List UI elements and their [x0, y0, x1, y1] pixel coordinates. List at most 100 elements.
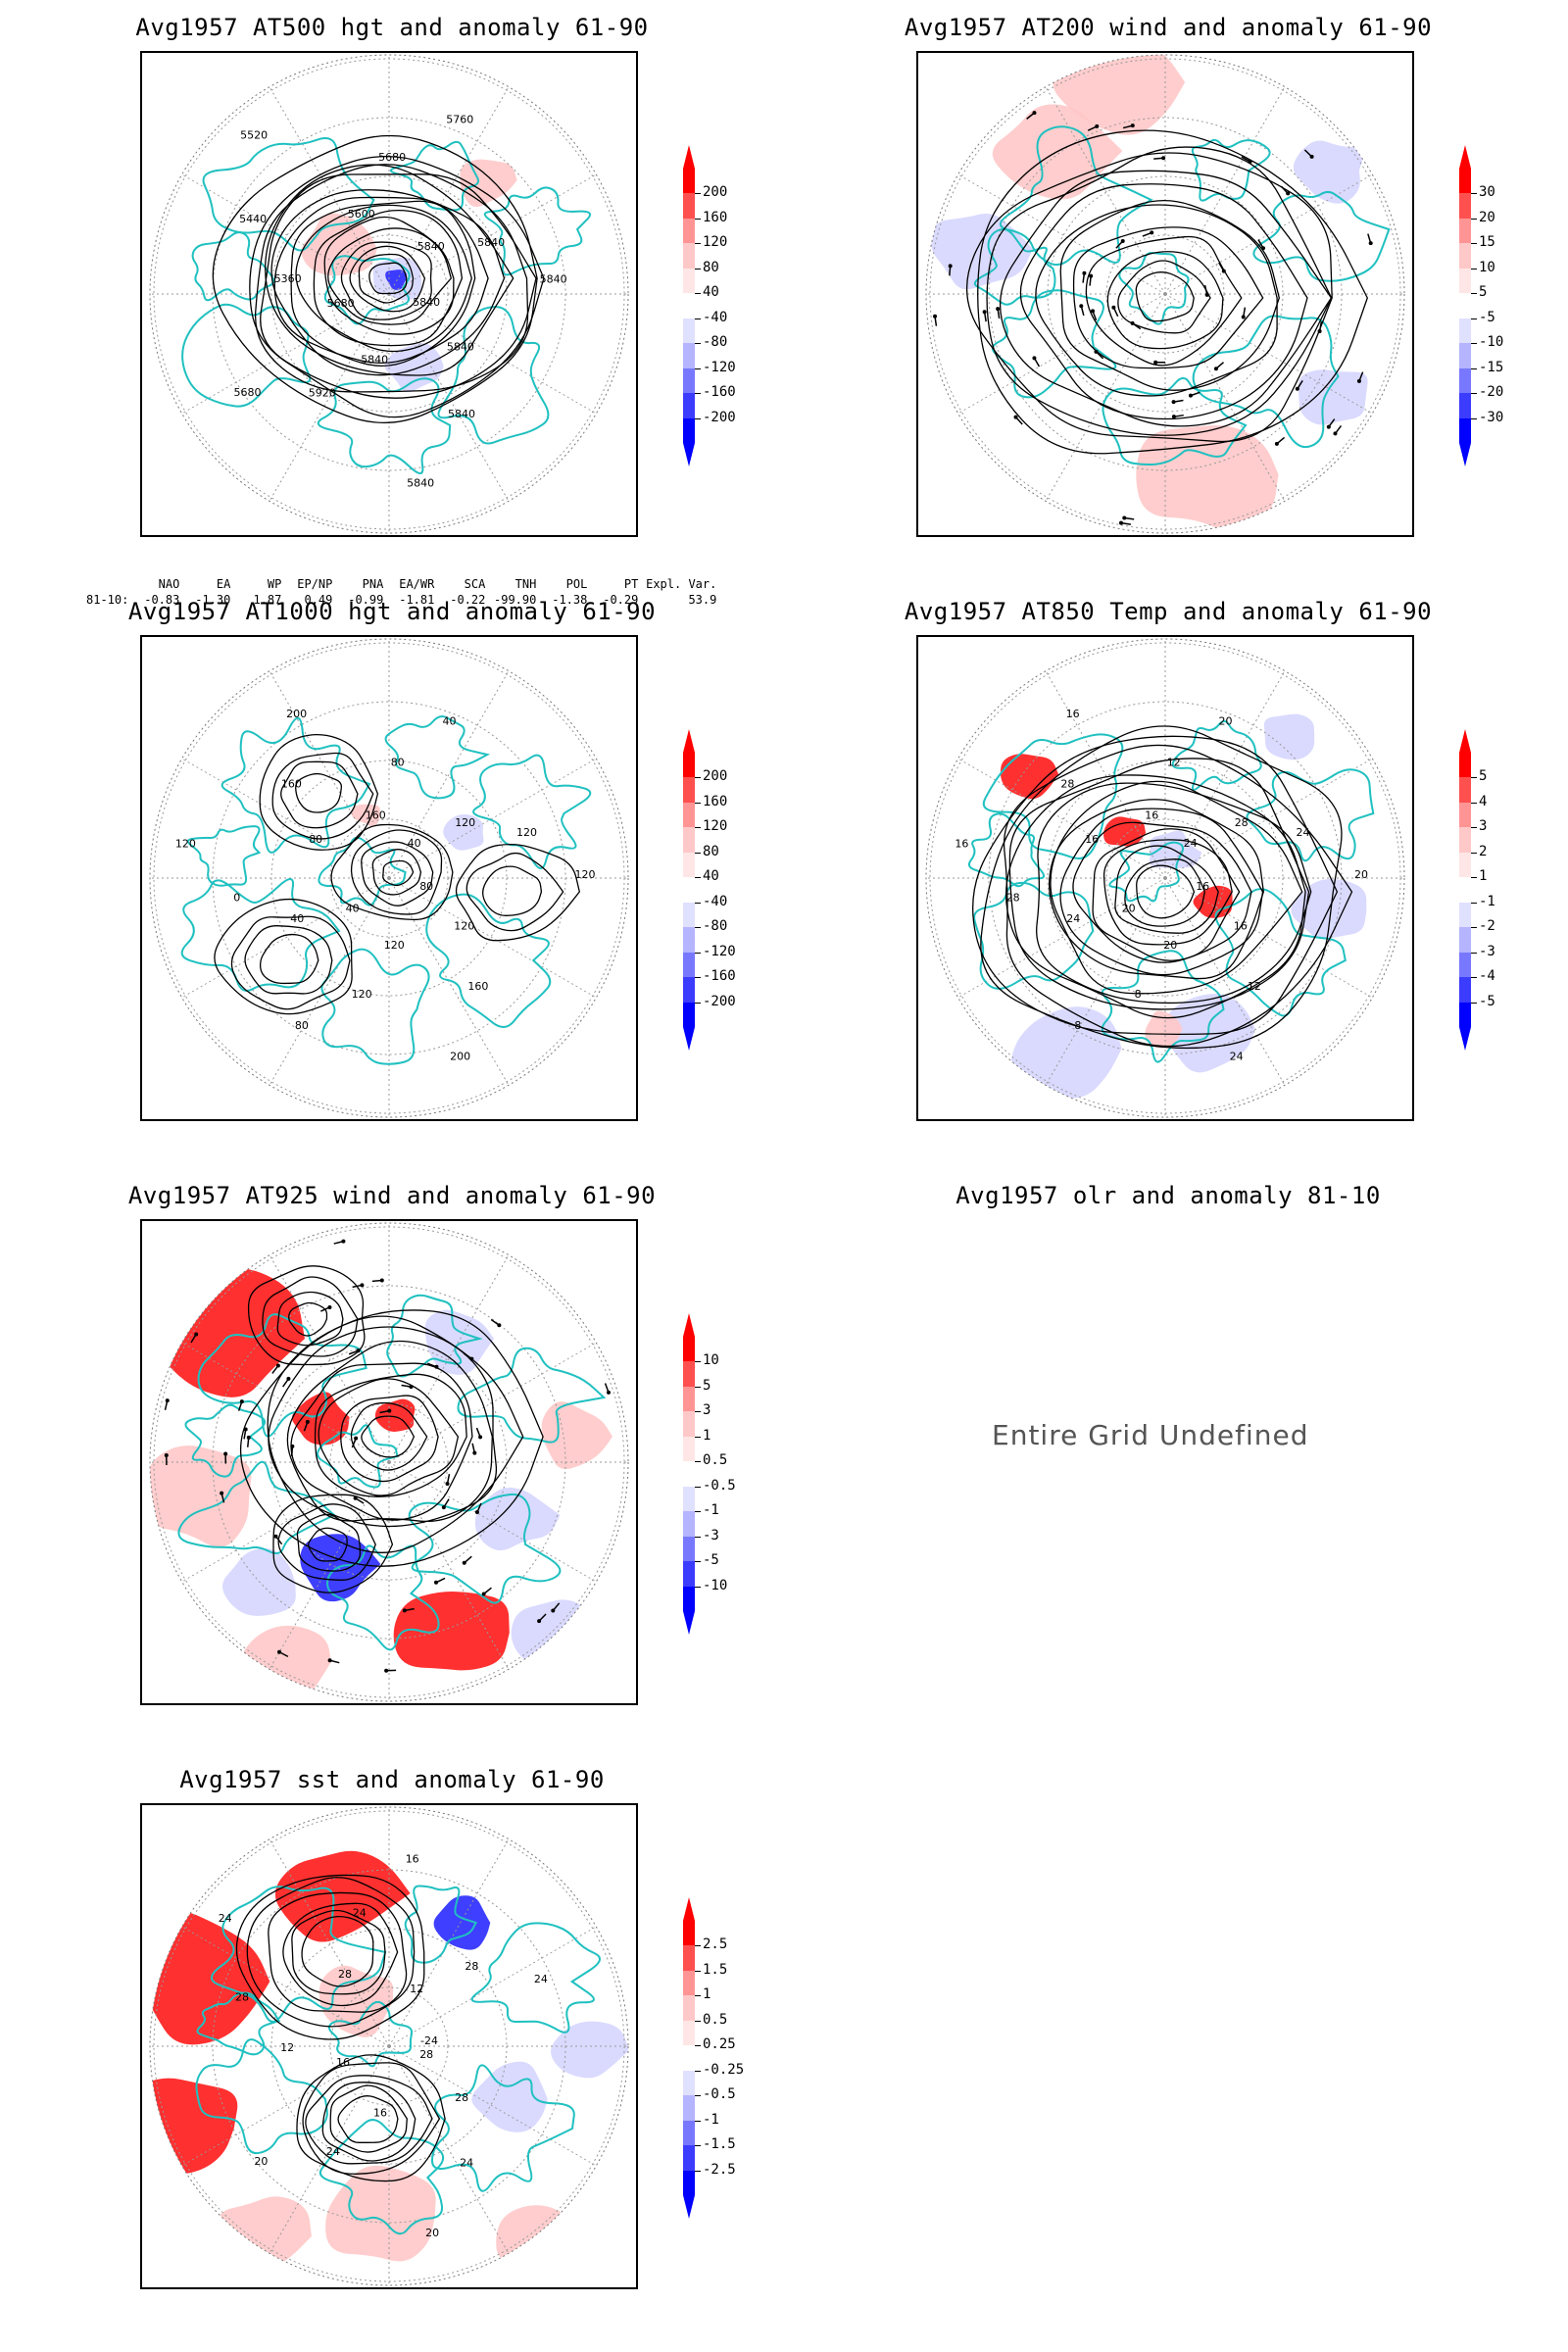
contour-label: 12 [280, 2041, 294, 2054]
colorbar-segment [683, 827, 695, 854]
map-svg-p3: 80 120 160 200 120 120 80 40 40 0 120 80 160 200 160 80… [149, 638, 629, 1118]
coastline [327, 2000, 414, 2068]
colorbar-tick [695, 318, 701, 319]
wind-arrowhead [1153, 360, 1158, 365]
contour-line [371, 849, 422, 896]
colorbar-p3: 200 160 120 80 40 -40 -80 -120 -160 -200 [683, 729, 736, 1051]
coastline [1214, 888, 1347, 1017]
colorbar-tick [1471, 293, 1477, 295]
coastline [1191, 138, 1271, 202]
contour-line [358, 253, 415, 304]
coastline [483, 186, 591, 276]
contour-label: 120 [575, 868, 596, 881]
colorbar-tick [695, 1361, 701, 1363]
contour-label: 120 [384, 939, 405, 952]
colorbar-segment [683, 417, 695, 444]
colorbar-min-arrow [683, 1027, 695, 1051]
contour-line [295, 772, 343, 813]
contour-line [337, 2095, 399, 2143]
meridian-line [926, 730, 1166, 879]
wind-arrowhead [497, 1323, 502, 1328]
wind-arrowhead [1213, 367, 1218, 371]
index-value: -1.38 [552, 593, 588, 607]
contour-line [323, 216, 455, 335]
colorbar-segment [683, 952, 695, 978]
wind-arrowhead [305, 1419, 310, 1424]
wind-arrowhead [1150, 230, 1154, 235]
contour-line [349, 245, 426, 313]
contour-line [1036, 782, 1312, 1004]
colorbar-tick [695, 1486, 701, 1488]
panel-title-p2: Avg1957 AT200 wind and anomaly 61-90 [904, 14, 1433, 41]
contour-line [340, 1395, 439, 1483]
colorbar-label: 1 [703, 1427, 711, 1444]
colorbar-segment [683, 1361, 695, 1388]
wind-arrowhead [1261, 246, 1266, 251]
contour-line [282, 1902, 399, 2007]
contour-line [321, 2082, 416, 2162]
colorbar-label: -160 [703, 384, 736, 401]
coastline [196, 1991, 281, 2056]
contour-line [262, 1276, 359, 1357]
wind-arrowhead [434, 1580, 439, 1585]
colorbar-segment [683, 1921, 695, 1946]
contour-line [276, 1291, 344, 1347]
wind-arrowhead [1091, 309, 1096, 314]
colorbar-tick [695, 1945, 701, 1947]
contour-label: 120 [175, 838, 196, 851]
wind-arrowhead [1204, 292, 1209, 297]
colorbar-tick [695, 1561, 701, 1563]
colorbar-tick [695, 393, 701, 395]
contour-line [1135, 271, 1195, 322]
coastline [184, 1403, 267, 1478]
colorbar-segment [1459, 318, 1471, 344]
wind-arrowhead [387, 1408, 392, 1413]
contour-label: 120 [454, 920, 474, 933]
colorbar-segment [1459, 368, 1471, 394]
colorbar-tick [695, 1436, 701, 1438]
colorbar-segment [1459, 393, 1471, 419]
colorbar-tick [695, 927, 701, 929]
wind-arrowhead [1286, 191, 1291, 196]
index-value: -0.83 [144, 593, 180, 607]
colorbar-segment [1459, 169, 1471, 194]
indices-header-row: NAO EA WP EP/NP PNA EA/WR SCA TNH POL PT… [86, 576, 717, 592]
colorbar-p4: 5 4 3 2 1 -1 -2 -3 -4 -5 [1459, 729, 1495, 1051]
contour-line [1072, 226, 1264, 369]
colorbar-segment [1459, 802, 1471, 828]
wind-arrowhead [1082, 270, 1087, 275]
anomaly-shading [1103, 816, 1147, 847]
contour-line [214, 898, 353, 1015]
colorbar-segment [683, 1586, 695, 1612]
colorbar-segment [683, 1002, 695, 1028]
colorbar-label: -10 [703, 1577, 728, 1593]
colorbar-label: -1.5 [703, 2136, 736, 2153]
anomaly-shading [150, 1911, 270, 2045]
colorbar-label: 15 [1479, 234, 1495, 251]
colorbar-label: 5 [1479, 284, 1488, 301]
wind-arrowhead [327, 1304, 332, 1309]
colorbar-label: -5 [1479, 309, 1495, 325]
colorbar-min-arrow [683, 443, 695, 466]
colorbar-segment [683, 268, 695, 294]
wind-arrowhead [1032, 111, 1037, 116]
contour-line [361, 841, 434, 906]
colorbar-segment [1459, 193, 1471, 220]
wind-arrowhead [1095, 123, 1100, 128]
colorbar-label: -2.5 [703, 2161, 736, 2178]
wind-arrowhead [445, 1481, 450, 1486]
anomaly-shading [150, 1446, 252, 1547]
map-content [150, 1223, 628, 1701]
contour-label: 28 [1006, 891, 1020, 904]
index-header: SCA [464, 577, 486, 591]
coastline [323, 255, 411, 325]
contour-line [249, 156, 545, 418]
colorbar-segment [683, 1561, 695, 1588]
contour-line [280, 760, 359, 829]
colorbar-max-arrow [683, 145, 695, 169]
indices-row-label: 81-10: [86, 593, 129, 607]
wind-arrowhead [354, 1436, 359, 1441]
map-panel-p3: 80 120 160 200 120 120 80 40 40 0 120 80 160 200 160 80… [140, 635, 638, 1121]
contour-label: 120 [352, 988, 372, 1001]
wind-arrowhead [1122, 515, 1127, 520]
